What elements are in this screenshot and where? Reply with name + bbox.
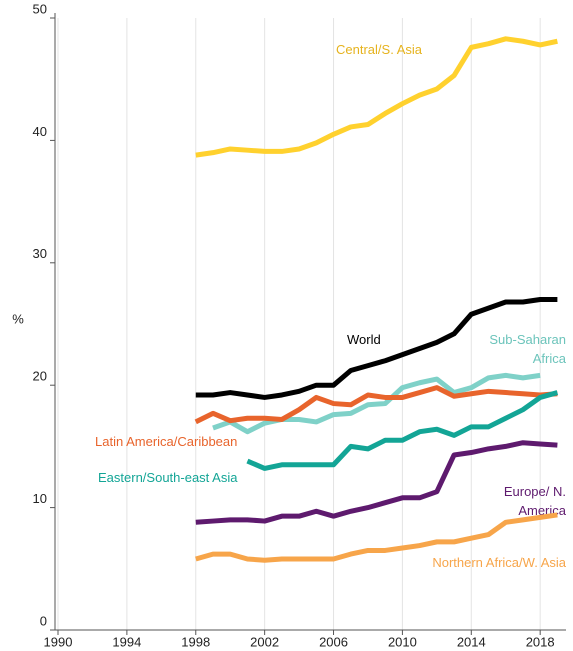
y-tick-label: 50 — [33, 1, 47, 16]
y-tick-label: 0 — [40, 613, 47, 628]
x-tick-label: 1990 — [44, 634, 73, 649]
x-tick-label: 1994 — [112, 634, 141, 649]
x-tick-label: 2010 — [388, 634, 417, 649]
series-line — [195, 36, 558, 158]
y-tick-label: 40 — [33, 124, 47, 139]
series-label-box: Northern Africa/W. Asia — [432, 555, 566, 570]
series-label: World — [347, 332, 381, 347]
series-line — [194, 385, 558, 425]
series-line — [195, 297, 558, 400]
series-line — [195, 440, 558, 525]
series-line — [195, 512, 558, 563]
x-tick-label: 2002 — [250, 634, 279, 649]
y-tick-label: 30 — [33, 246, 47, 261]
series-label: Northern Africa/W. Asia — [432, 555, 566, 570]
series-label-box: Sub-Saharan Africa — [489, 332, 566, 366]
series-label: Central/S. Asia — [336, 42, 422, 57]
series-line — [246, 390, 559, 471]
series-label-box: Eastern/South-east Asia — [98, 470, 238, 485]
series-label-box: World — [347, 332, 381, 347]
x-tick-label: 2006 — [319, 634, 348, 649]
series-line — [212, 372, 541, 435]
y-axis-label: % — [12, 311, 24, 326]
y-tick-label: 20 — [33, 369, 47, 384]
series-label: Eastern/South-east Asia — [98, 470, 238, 485]
series-label-box: Central/S. Asia — [336, 42, 422, 57]
series-label: Latin America/Caribbean — [95, 434, 238, 449]
x-tick-label: 1998 — [181, 634, 210, 649]
series-label: Sub-Saharan Africa — [489, 332, 566, 366]
series-label-box: Latin America/Caribbean — [95, 434, 238, 449]
x-tick-label: 2014 — [457, 634, 486, 649]
x-tick-label: 2018 — [526, 634, 555, 649]
y-tick-label: 10 — [33, 491, 47, 506]
